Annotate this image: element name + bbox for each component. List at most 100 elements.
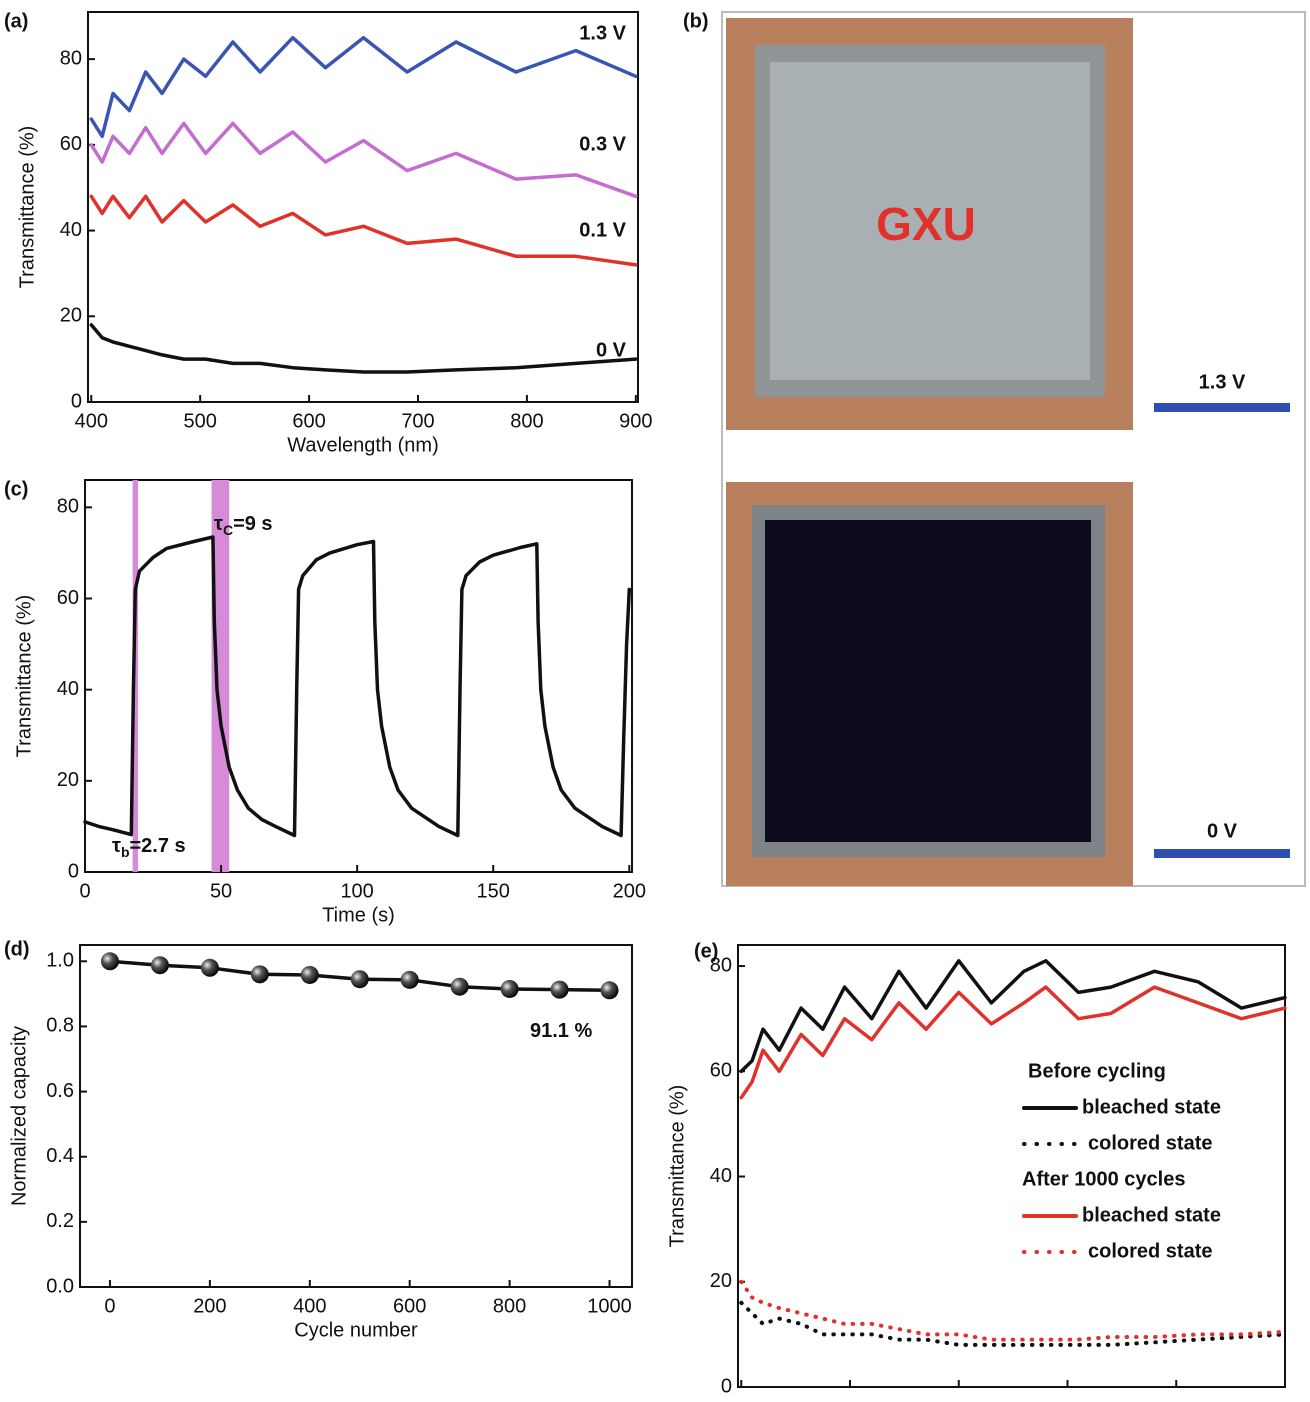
panel-label: (b) bbox=[683, 10, 709, 32]
y-tick-label: 0.4 bbox=[46, 1145, 74, 1167]
y-tick-label: 0.8 bbox=[46, 1015, 74, 1037]
marker bbox=[450, 977, 469, 996]
marker bbox=[200, 958, 219, 977]
state-bar bbox=[1154, 849, 1290, 858]
plot-frame bbox=[737, 944, 1286, 1388]
y-tick-label: 1.0 bbox=[46, 950, 74, 972]
x-tick-label: 800 bbox=[510, 410, 543, 432]
x-axis-title: Time (s) bbox=[322, 904, 395, 926]
state-label: 0 V bbox=[1207, 820, 1238, 842]
series-line bbox=[89, 35, 638, 139]
legend-group: After 1000 cycles bbox=[1022, 1168, 1185, 1190]
marker bbox=[550, 980, 569, 999]
x-tick-label: 150 bbox=[477, 880, 510, 902]
x-tick-label: 900 bbox=[619, 410, 652, 432]
series-line bbox=[89, 121, 638, 199]
y-axis-title: Transmittance (%) bbox=[16, 126, 38, 289]
x-tick-label: 400 bbox=[293, 1295, 326, 1317]
x-tick-label: 200 bbox=[613, 880, 646, 902]
series-line bbox=[83, 535, 632, 838]
photo-text: GXU bbox=[876, 198, 976, 250]
y-tick-label: 60 bbox=[710, 1060, 732, 1082]
x-tick-label: 400 bbox=[75, 410, 108, 432]
y-tick-label: 40 bbox=[710, 1165, 732, 1187]
y-tick-label: 80 bbox=[60, 47, 82, 69]
x-tick-label: 500 bbox=[183, 410, 216, 432]
legend-group: Before cycling bbox=[1028, 1060, 1166, 1082]
marker bbox=[350, 970, 369, 989]
marker bbox=[300, 965, 319, 984]
y-tick-label: 40 bbox=[57, 678, 79, 700]
state-bar bbox=[1154, 403, 1290, 412]
annotation: τC=9 s bbox=[214, 513, 273, 537]
state-label: 1.3 V bbox=[1199, 371, 1246, 393]
y-tick-label: 80 bbox=[710, 954, 732, 976]
series-line bbox=[739, 1279, 1287, 1342]
plot-frame bbox=[84, 479, 633, 873]
annotation-sub: C bbox=[223, 522, 233, 538]
panel-label: (c) bbox=[4, 478, 28, 500]
plot-frame bbox=[79, 944, 633, 1288]
series-line bbox=[739, 985, 1287, 1100]
annotation-text: τ bbox=[112, 835, 121, 857]
marker bbox=[150, 956, 169, 975]
x-tick-label: 200 bbox=[193, 1295, 226, 1317]
series-line bbox=[739, 959, 1287, 1074]
x-tick-label: 0 bbox=[104, 1295, 115, 1317]
y-tick-label: 0.6 bbox=[46, 1080, 74, 1102]
x-tick-label: 600 bbox=[292, 410, 325, 432]
legend-label: bleached state bbox=[1082, 1204, 1221, 1226]
marker bbox=[100, 952, 119, 971]
y-tick-label: 80 bbox=[57, 496, 79, 518]
y-tick-label: 0 bbox=[71, 390, 82, 412]
y-tick-label: 20 bbox=[60, 305, 82, 327]
legend-label: colored state bbox=[1088, 1132, 1212, 1154]
shaded-band bbox=[211, 480, 230, 872]
x-tick-label: 50 bbox=[210, 880, 232, 902]
marker bbox=[500, 979, 519, 998]
legend-label: bleached state bbox=[1082, 1096, 1221, 1118]
annotation: 91.1 % bbox=[530, 1020, 592, 1042]
y-tick-label: 0.0 bbox=[46, 1275, 74, 1297]
y-tick-label: 0 bbox=[721, 1375, 732, 1397]
y-axis-title: Normalized capacity bbox=[8, 1026, 30, 1206]
annotation-sub: b bbox=[121, 844, 130, 860]
plot-frame bbox=[87, 11, 639, 403]
annotation-text: τ bbox=[214, 513, 223, 535]
series-label: 1.3 V bbox=[579, 22, 626, 44]
y-tick-label: 60 bbox=[60, 133, 82, 155]
x-tick-label: 600 bbox=[393, 1295, 426, 1317]
series-line bbox=[89, 194, 638, 267]
y-tick-label: 0 bbox=[68, 860, 79, 882]
y-axis-title: Transmittance (%) bbox=[13, 595, 35, 758]
device-colored bbox=[765, 520, 1091, 842]
legend-label: colored state bbox=[1088, 1240, 1212, 1262]
annotation-text: =9 s bbox=[233, 513, 272, 535]
series-label: 0.1 V bbox=[579, 219, 626, 241]
series-label: 0 V bbox=[596, 339, 627, 361]
panel-label: (e) bbox=[694, 940, 718, 962]
series-line bbox=[739, 1300, 1287, 1347]
marker bbox=[400, 970, 419, 989]
marker bbox=[600, 981, 619, 1000]
series-line bbox=[89, 323, 638, 374]
series-label: 0.3 V bbox=[579, 134, 626, 156]
y-tick-label: 40 bbox=[60, 219, 82, 241]
x-tick-label: 800 bbox=[493, 1295, 526, 1317]
y-tick-label: 20 bbox=[57, 769, 79, 791]
y-tick-label: 20 bbox=[710, 1270, 732, 1292]
annotation-text: =2.7 s bbox=[130, 835, 186, 857]
panel-label: (a) bbox=[4, 10, 28, 32]
y-axis-title: Transmittance (%) bbox=[666, 1085, 688, 1248]
annotation-text: 91.1 % bbox=[530, 1020, 592, 1042]
x-axis-title: Wavelength (nm) bbox=[287, 434, 439, 456]
x-axis-title: Cycle number bbox=[294, 1319, 418, 1341]
x-tick-label: 0 bbox=[79, 880, 90, 902]
photo-panel: GXU 1.3 V 0 V (b) bbox=[683, 10, 1306, 887]
y-tick-label: 60 bbox=[57, 587, 79, 609]
y-tick-label: 0.2 bbox=[46, 1210, 74, 1232]
device-bleached bbox=[770, 62, 1090, 380]
x-tick-label: 700 bbox=[401, 410, 434, 432]
marker bbox=[250, 965, 269, 984]
